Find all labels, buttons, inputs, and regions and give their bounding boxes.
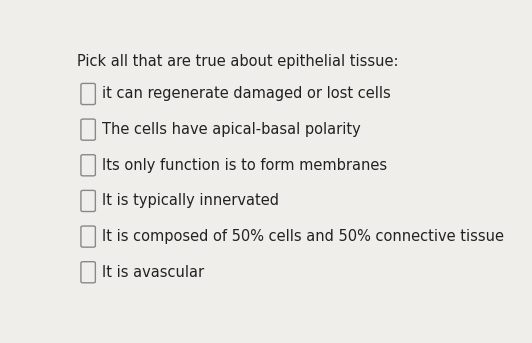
Text: It is avascular: It is avascular [102, 265, 204, 280]
Text: It is composed of 50% cells and 50% connective tissue: It is composed of 50% cells and 50% conn… [102, 229, 504, 244]
Text: It is typically innervated: It is typically innervated [102, 193, 279, 209]
Text: it can regenerate damaged or lost cells: it can regenerate damaged or lost cells [102, 86, 390, 102]
Text: The cells have apical-basal polarity: The cells have apical-basal polarity [102, 122, 360, 137]
Text: Pick all that are true about epithelial tissue:: Pick all that are true about epithelial … [77, 55, 398, 69]
Text: Its only function is to form membranes: Its only function is to form membranes [102, 158, 387, 173]
